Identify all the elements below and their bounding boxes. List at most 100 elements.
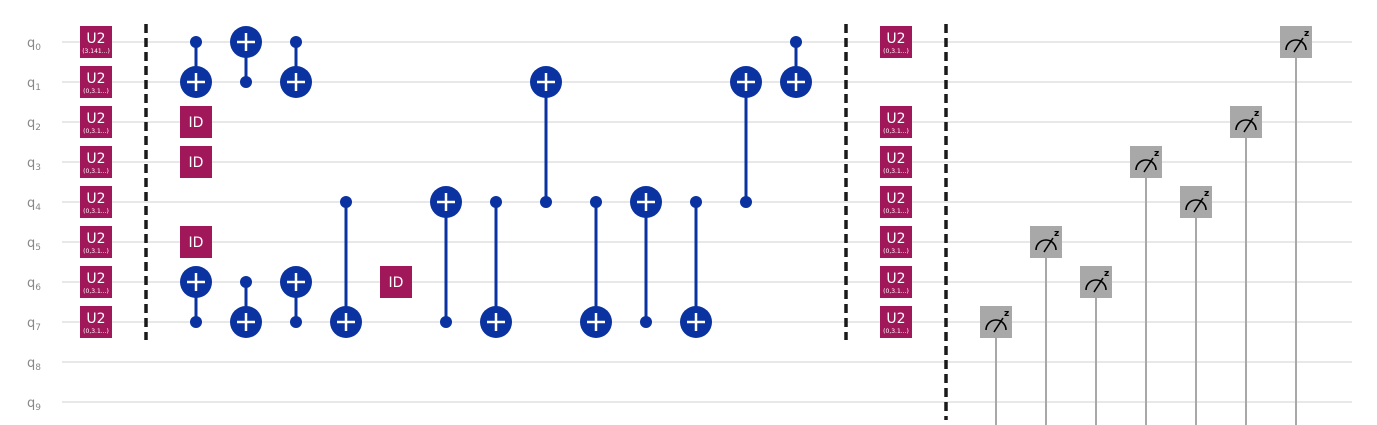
u2-gate: U2(0,3.1...)	[880, 106, 912, 138]
measure-gate: z	[1080, 266, 1112, 298]
id-gate-box	[180, 106, 212, 138]
cx-gate	[730, 66, 762, 208]
u2-gate-param: (0,3.1...)	[83, 328, 109, 335]
cx-control-dot	[440, 316, 452, 328]
measure-gate-box	[980, 306, 1012, 338]
u2-gate-label: U2	[886, 191, 905, 207]
u2-gate: U2(0,3.1...)	[880, 226, 912, 258]
id-gate-label: ID	[389, 275, 404, 291]
u2-gate-box	[880, 146, 912, 178]
measure-gate-box	[1030, 226, 1062, 258]
id-gate-label: ID	[189, 115, 204, 131]
measure-basis-label: z	[1004, 309, 1009, 319]
id-gate-box	[180, 146, 212, 178]
measure-gate: z	[1030, 226, 1062, 258]
meter-needle-icon	[1293, 37, 1304, 53]
qubit-label: q5	[27, 236, 41, 253]
qubit-label: q1	[27, 76, 41, 93]
id-gate: ID	[180, 146, 212, 178]
u2-gate-box	[880, 226, 912, 258]
u2-gate: U2(0,3.1...)	[880, 186, 912, 218]
u2-gate-param: (0,3.1...)	[883, 248, 909, 255]
u2-gate-param: (0,3.1...)	[83, 288, 109, 295]
cx-gate	[680, 196, 712, 338]
qubit-label: q8	[27, 356, 41, 373]
u2-gate: U2(0,3.1...)	[80, 266, 112, 298]
u2-gate-box	[880, 26, 912, 58]
id-gate-box	[380, 266, 412, 298]
u2-gate-label: U2	[886, 31, 905, 47]
u2-gate-box	[880, 306, 912, 338]
cx-control-dot	[740, 196, 752, 208]
u2-gate-param: (0,3.1...)	[83, 248, 109, 255]
u2-gate-label: U2	[886, 271, 905, 287]
meter-needle-icon	[993, 317, 1004, 333]
u2-gate-box	[80, 106, 112, 138]
qubit-label: q4	[27, 196, 41, 213]
measure-basis-label: z	[1204, 189, 1209, 199]
id-gate: ID	[180, 226, 212, 258]
meter-needle-icon	[1193, 197, 1204, 213]
u2-gate-param: (0,3.1...)	[883, 288, 909, 295]
u2-gate-box	[880, 186, 912, 218]
u2-gate-box	[80, 306, 112, 338]
u2-gate-box	[880, 266, 912, 298]
measurement-lines	[995, 58, 1297, 425]
u2-gate-param: (0,3.1...)	[883, 168, 909, 175]
u2-gate: U2(0,3.1...)	[80, 186, 112, 218]
id-gate-box	[180, 226, 212, 258]
u2-gate-label: U2	[86, 231, 105, 247]
measure-gate: z	[1130, 146, 1162, 178]
u2-gate-box	[80, 26, 112, 58]
measure-basis-label: z	[1254, 109, 1259, 119]
measure-basis-label: z	[1054, 229, 1059, 239]
u2-gate-box	[80, 146, 112, 178]
meter-icon	[1285, 39, 1307, 51]
u2-gate-param: (0,3.1...)	[883, 208, 909, 215]
cx-control-dot	[590, 196, 602, 208]
cx-control-dot	[490, 196, 502, 208]
id-gate: ID	[180, 106, 212, 138]
cx-control-dot	[640, 316, 652, 328]
id-gate-label: ID	[189, 235, 204, 251]
cx-control-dot	[290, 316, 302, 328]
cx-control-dot	[690, 196, 702, 208]
cx-control-dot	[790, 36, 802, 48]
cx-gate	[230, 26, 262, 88]
u2-gate-label: U2	[86, 31, 105, 47]
cx-gate	[180, 266, 212, 328]
cx-control-dot	[190, 36, 202, 48]
meter-needle-icon	[1043, 237, 1054, 253]
meter-needle-icon	[1143, 157, 1154, 173]
measure-basis-label: z	[1104, 269, 1109, 279]
cx-gate	[330, 196, 362, 338]
u2-gate: U2(0,3.1...)	[80, 226, 112, 258]
qubit-wires	[62, 41, 1352, 403]
u2-gate-label: U2	[86, 151, 105, 167]
u2-gate-label: U2	[886, 311, 905, 327]
measure-gate-box	[1130, 146, 1162, 178]
measure-gate-box	[1280, 26, 1312, 58]
cx-gate	[780, 36, 812, 98]
u2-gate: U2(0,3.1...)	[80, 146, 112, 178]
cx-control-dot	[540, 196, 552, 208]
u2-gate-label: U2	[86, 311, 105, 327]
u2-gate: U2(0,3.1...)	[80, 306, 112, 338]
qubit-label: q7	[27, 316, 41, 333]
measure-gate-box	[1180, 186, 1212, 218]
cx-gate	[580, 196, 612, 338]
u2-gate-label: U2	[886, 151, 905, 167]
u2-gate-box	[80, 226, 112, 258]
measure-basis-label: z	[1304, 29, 1309, 39]
u2-gate-param: (0,3.1...)	[83, 128, 109, 135]
id-gate-label: ID	[189, 155, 204, 171]
u2-gate-param: (0,3.1...)	[83, 168, 109, 175]
id-gate: ID	[380, 266, 412, 298]
qubit-label: q9	[27, 396, 41, 413]
cx-gate	[230, 276, 262, 338]
cx-gate	[280, 36, 312, 98]
u2-gate-label: U2	[886, 111, 905, 127]
u2-gate-box	[80, 266, 112, 298]
u2-gate-box	[80, 186, 112, 218]
cx-control-dot	[240, 276, 252, 288]
